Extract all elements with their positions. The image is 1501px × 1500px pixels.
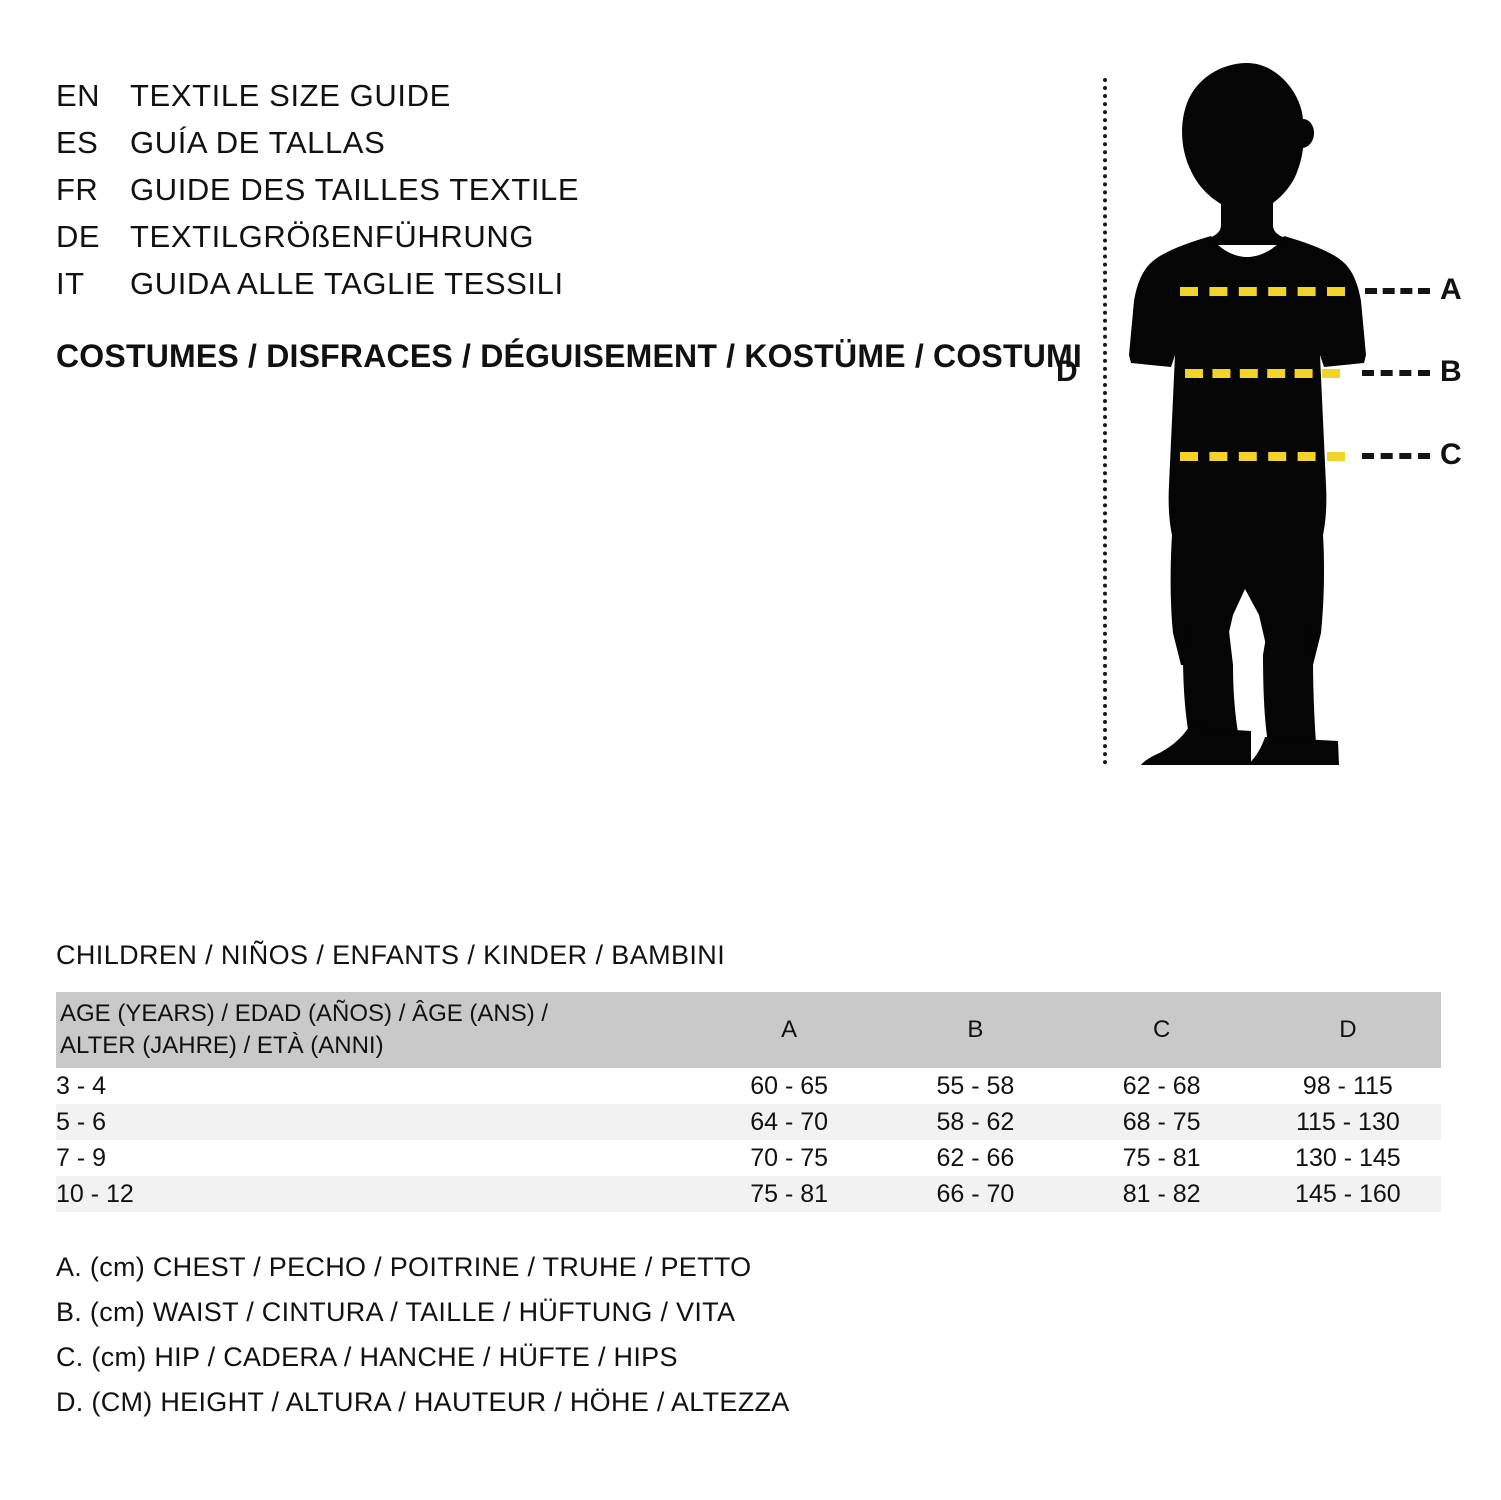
language-text-de: TEXTILGRÖßENFÜHRUNG — [130, 219, 535, 254]
child-silhouette-icon — [1129, 63, 1366, 765]
height-dotted-line — [1103, 78, 1107, 765]
cell-a: 75 - 81 — [696, 1176, 883, 1212]
chest-leader-line — [1365, 288, 1430, 294]
table-row: 10 - 12 75 - 81 66 - 70 81 - 82 145 - 16… — [56, 1176, 1441, 1212]
language-text-es: GUÍA DE TALLAS — [130, 125, 386, 160]
cell-age: 3 - 4 — [56, 1068, 696, 1104]
language-row-es: ES GUÍA DE TALLAS — [56, 125, 1036, 172]
hip-leader-line — [1362, 453, 1430, 459]
measurement-legend: A. (cm) CHEST / PECHO / POITRINE / TRUHE… — [56, 1252, 790, 1432]
language-code-it: IT — [56, 266, 85, 301]
cell-age: 7 - 9 — [56, 1140, 696, 1176]
table-row: 5 - 6 64 - 70 58 - 62 68 - 75 115 - 130 — [56, 1104, 1441, 1140]
cell-c: 75 - 81 — [1068, 1140, 1255, 1176]
cell-c: 62 - 68 — [1068, 1068, 1255, 1104]
table-header-row: AGE (YEARS) / EDAD (AÑOS) / ÂGE (ANS) / … — [56, 992, 1441, 1068]
language-text-it: GUIDA ALLE TAGLIE TESSILI — [130, 266, 564, 301]
cell-age: 10 - 12 — [56, 1176, 696, 1212]
cell-c: 68 - 75 — [1068, 1104, 1255, 1140]
cell-b: 58 - 62 — [882, 1104, 1069, 1140]
cell-a: 70 - 75 — [696, 1140, 883, 1176]
language-title-block: EN TEXTILE SIZE GUIDE ES GUÍA DE TALLAS … — [56, 78, 1036, 313]
size-table: AGE (YEARS) / EDAD (AÑOS) / ÂGE (ANS) / … — [56, 992, 1441, 1212]
cell-d: 145 - 160 — [1254, 1176, 1441, 1212]
legend-row-b: B. (cm) WAIST / CINTURA / TAILLE / HÜFTU… — [56, 1297, 736, 1327]
cell-b: 66 - 70 — [882, 1176, 1069, 1212]
table-row: 3 - 4 60 - 65 55 - 58 62 - 68 98 - 115 — [56, 1068, 1441, 1104]
language-row-en: EN TEXTILE SIZE GUIDE — [56, 78, 1036, 125]
waist-leader-line — [1362, 370, 1430, 376]
figure-diagram: D A B C — [1040, 55, 1480, 765]
cell-a: 64 - 70 — [696, 1104, 883, 1140]
costumes-subtitle: COSTUMES / DISFRACES / DÉGUISEMENT / KOS… — [56, 338, 1082, 374]
cell-d: 98 - 115 — [1254, 1068, 1441, 1104]
cell-c: 81 - 82 — [1068, 1176, 1255, 1212]
language-text-en: TEXTILE SIZE GUIDE — [130, 78, 451, 113]
cell-a: 60 - 65 — [696, 1068, 883, 1104]
language-row-fr: FR GUIDE DES TAILLES TEXTILE — [56, 172, 1036, 219]
cell-d: 130 - 145 — [1254, 1140, 1441, 1176]
children-section-title: CHILDREN / NIÑOS / ENFANTS / KINDER / BA… — [56, 940, 726, 970]
cell-age: 5 - 6 — [56, 1104, 696, 1140]
column-header-d: D — [1254, 992, 1441, 1068]
language-text-fr: GUIDE DES TAILLES TEXTILE — [130, 172, 580, 207]
cell-b: 62 - 66 — [882, 1140, 1069, 1176]
cell-d: 115 - 130 — [1254, 1104, 1441, 1140]
language-row-de: DE TEXTILGRÖßENFÜHRUNG — [56, 219, 1036, 266]
cell-b: 55 - 58 — [882, 1068, 1069, 1104]
language-code-es: ES — [56, 125, 99, 160]
measure-label-b: B — [1440, 355, 1462, 388]
age-header-line-1: AGE (YEARS) / EDAD (AÑOS) / ÂGE (ANS) / — [60, 999, 549, 1027]
age-header-line-2: ALTER (JAHRE) / ETÀ (ANNI) — [60, 1032, 384, 1059]
waist-measure-line — [1185, 369, 1340, 378]
measure-label-a: A — [1440, 273, 1462, 306]
column-header-c: C — [1068, 992, 1255, 1068]
hip-measure-line — [1180, 452, 1345, 461]
language-code-en: EN — [56, 78, 101, 113]
language-code-de: DE — [56, 219, 101, 254]
legend-row-d: D. (CM) HEIGHT / ALTURA / HAUTEUR / HÖHE… — [56, 1387, 790, 1417]
age-column-header: AGE (YEARS) / EDAD (AÑOS) / ÂGE (ANS) / … — [56, 992, 696, 1068]
chest-measure-line — [1180, 287, 1345, 296]
column-header-b: B — [882, 992, 1069, 1068]
language-code-fr: FR — [56, 172, 99, 207]
measure-label-c: C — [1440, 438, 1462, 471]
table-row: 7 - 9 70 - 75 62 - 66 75 - 81 130 - 145 — [56, 1140, 1441, 1176]
legend-row-a: A. (cm) CHEST / PECHO / POITRINE / TRUHE… — [56, 1252, 752, 1282]
legend-row-c: C. (cm) HIP / CADERA / HANCHE / HÜFTE / … — [56, 1342, 678, 1372]
column-header-a: A — [696, 992, 883, 1068]
language-row-it: IT GUIDA ALLE TAGLIE TESSILI — [56, 266, 1036, 313]
height-label-d: D — [1056, 355, 1078, 388]
